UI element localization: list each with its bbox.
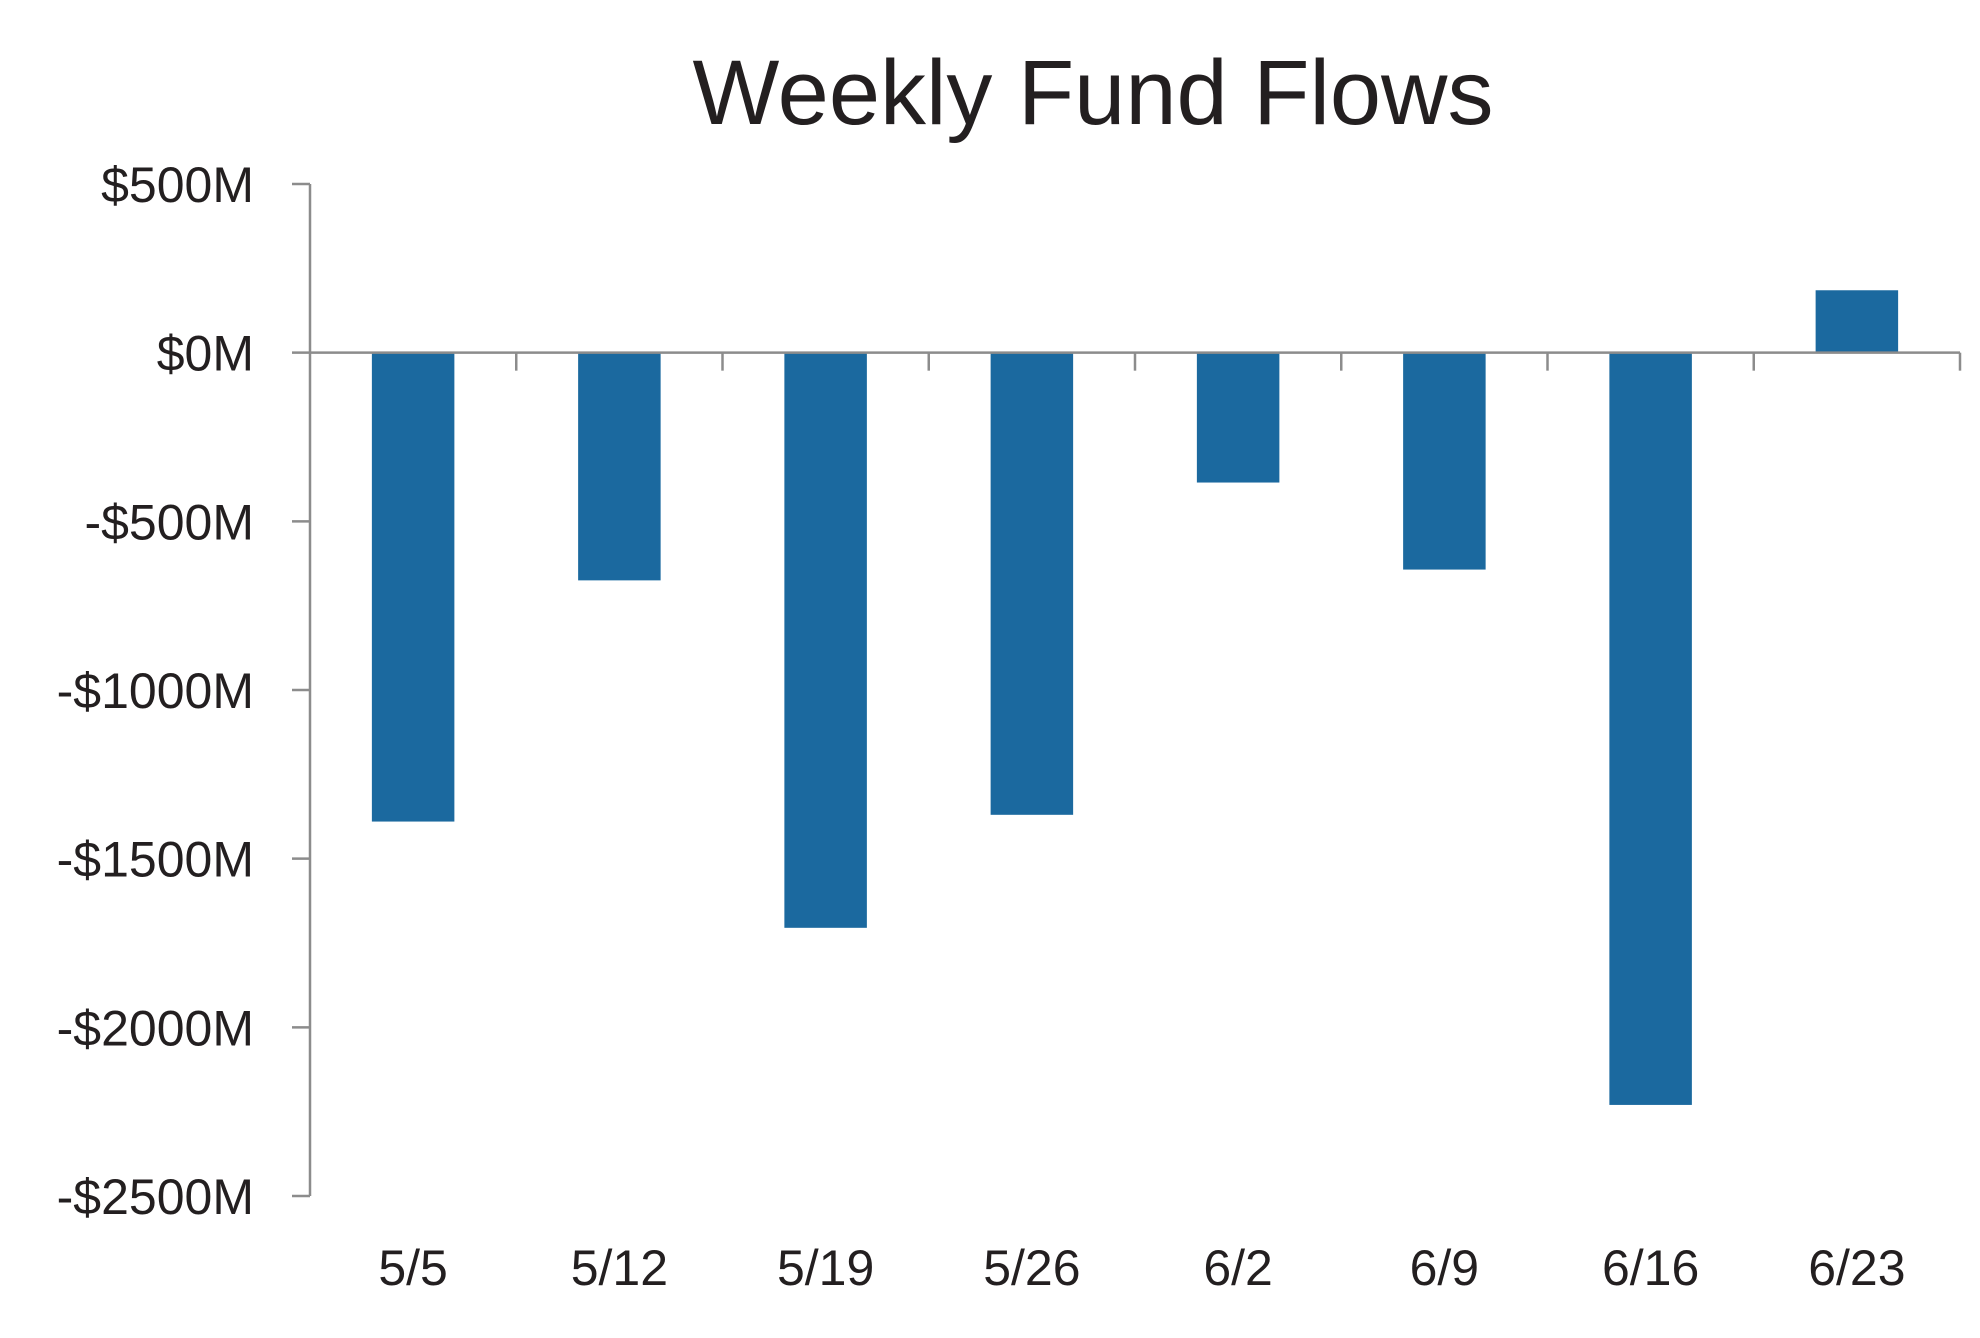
y-tick-label: -$500M [84, 494, 254, 550]
y-axis: $500M $0M -$500M -$1000M -$1500M -$2000M -$250… [57, 157, 312, 1225]
x-tick-label: 6/16 [1602, 1240, 1699, 1296]
bar-5-26 [990, 352, 1074, 815]
y-tick-label: -$1500M [57, 832, 254, 888]
x-tick-label: 5/5 [378, 1240, 448, 1296]
bar-6-23 [1815, 290, 1899, 353]
bar-5-5 [371, 352, 455, 822]
chart-title: Weekly Fund Flows [692, 42, 1493, 144]
x-tick-label: 6/9 [1410, 1240, 1480, 1296]
x-tick-label: 6/23 [1808, 1240, 1905, 1296]
x-tick-label: 5/26 [983, 1240, 1080, 1296]
x-tick-label: 5/19 [777, 1240, 874, 1296]
x-tick-label: 6/2 [1203, 1240, 1273, 1296]
bar-5-12 [578, 352, 661, 581]
y-tick-label: -$2500M [57, 1169, 254, 1225]
x-axis: 5/5 5/12 5/19 5/26 6/2 6/9 6/16 6/23 [310, 351, 1962, 1296]
y-tick-label: -$2000M [57, 1000, 254, 1056]
y-tick-label: $0M [157, 326, 254, 382]
bar-6-9 [1403, 352, 1486, 570]
x-tick-label: 5/12 [571, 1240, 668, 1296]
y-tick-label: -$1000M [57, 663, 254, 719]
y-tick-label: $500M [101, 157, 254, 213]
bar-6-2 [1196, 352, 1280, 483]
bar-6-16 [1609, 352, 1692, 1105]
bar-5-19 [784, 352, 867, 928]
bars [371, 290, 1899, 1105]
